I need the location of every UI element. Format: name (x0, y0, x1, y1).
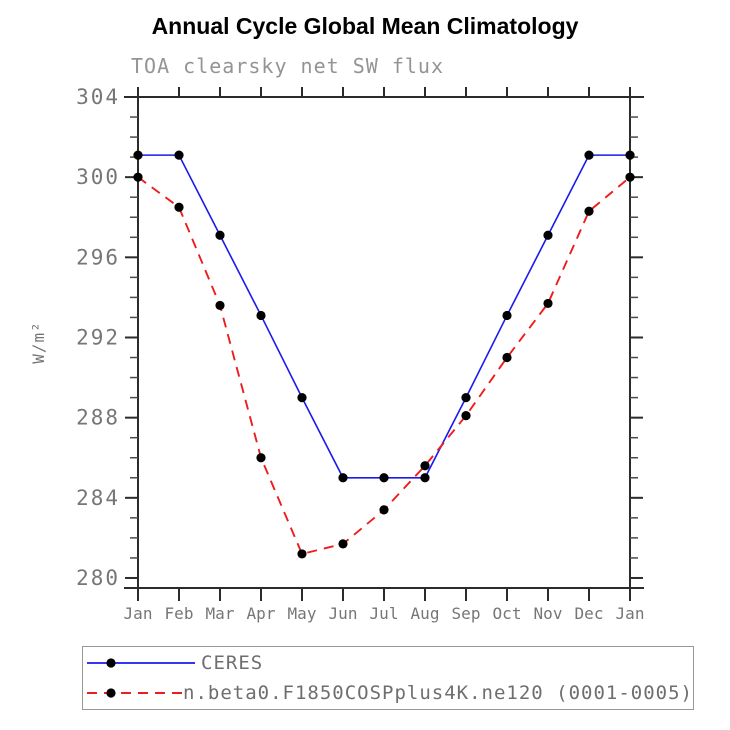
data-point (379, 473, 389, 483)
data-point (338, 539, 348, 549)
data-point (174, 150, 184, 160)
legend-marker-dot (106, 658, 116, 668)
data-point (256, 310, 266, 321)
legend-marker-dot (106, 688, 116, 698)
data-point (625, 150, 635, 160)
data-point (543, 230, 553, 240)
data-point (461, 393, 471, 403)
series-line-model (137, 176, 631, 556)
data-point (297, 549, 307, 559)
data-point (502, 352, 512, 363)
data-point (215, 230, 225, 240)
legend-item-model: n.beta0.F1850COSPplus4K.ne120 (0001-0005… (83, 678, 693, 708)
chart-title: Annual Cycle Global Mean Climatology (151, 13, 579, 39)
x-tick-label: Jan (616, 604, 645, 623)
x-tick-label: Sep (452, 604, 481, 623)
data-point (420, 461, 430, 471)
data-point (420, 473, 430, 483)
data-point (543, 298, 553, 309)
data-point (584, 206, 594, 216)
y-tick-label: 280 (76, 566, 120, 590)
chart-subtitle: TOA clearsky net SW flux (131, 54, 444, 78)
y-tick-label: 284 (76, 486, 120, 510)
data-point (625, 172, 635, 182)
legend-swatch-dashed-line (87, 688, 183, 698)
legend-label-model: n.beta0.F1850COSPplus4K.ne120 (0001-0005… (183, 682, 693, 704)
y-axis-title: W/m² (29, 321, 48, 364)
x-tick-label: Mar (206, 604, 235, 623)
data-point (502, 310, 512, 321)
data-point (133, 172, 143, 182)
y-tick-label: 292 (76, 325, 120, 349)
legend-item-ceres: CERES (83, 648, 693, 678)
x-tick-label: Nov (534, 604, 563, 623)
x-tick-label: Jul (370, 604, 399, 623)
x-tick-label: May (288, 604, 317, 623)
x-tick-label: Jan (124, 604, 153, 623)
y-tick-label: 300 (76, 165, 120, 189)
data-point (297, 393, 307, 403)
x-tick-label: Apr (247, 604, 276, 623)
legend-swatch-solid-line (87, 658, 195, 668)
y-tick-label: 296 (76, 245, 120, 269)
data-point (256, 453, 266, 463)
y-tick-label: 304 (76, 85, 120, 109)
legend: CERES n.beta0.F1850COSPplus4K.ne120 (000… (82, 646, 694, 710)
legend-label-ceres: CERES (201, 652, 264, 674)
data-point (133, 150, 143, 160)
x-tick-label: Aug (411, 604, 440, 623)
x-tick-label: Jun (329, 604, 358, 623)
series-line-ceres (138, 154, 630, 479)
data-point (338, 473, 348, 483)
x-tick-label: Dec (575, 604, 604, 623)
x-tick-label: Feb (165, 604, 194, 623)
data-point (461, 411, 471, 421)
y-tick-label: 288 (76, 406, 120, 430)
data-point (174, 202, 184, 212)
data-point (379, 505, 389, 515)
data-point (584, 150, 594, 160)
data-point (215, 300, 225, 311)
x-tick-label: Oct (493, 604, 522, 623)
